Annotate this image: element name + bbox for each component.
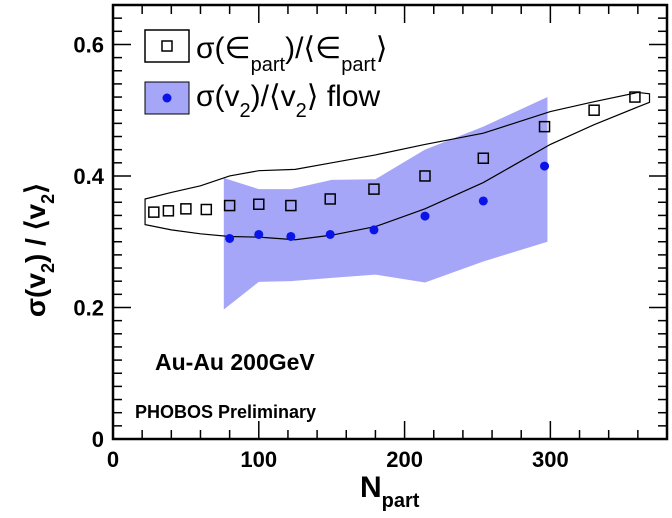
- bands-layer: [144, 91, 651, 310]
- annotation-experiment: PHOBOS Preliminary: [135, 402, 316, 422]
- point-open-square: [285, 199, 297, 212]
- point-flow: [369, 225, 379, 235]
- y-tick-label: 0.6: [73, 32, 104, 57]
- x-axis-title: Npart: [360, 471, 420, 512]
- point-open-square: [180, 203, 192, 215]
- point-open-square: [538, 120, 551, 133]
- ticks-layer: 0 100 200 300 0 0.2 0.4 0.6: [73, 5, 667, 472]
- point-flow: [225, 233, 235, 243]
- y-tick-label: 0.2: [73, 295, 104, 320]
- y-tick-label: 0: [92, 427, 104, 452]
- point-open-square: [629, 91, 641, 103]
- point-flow: [540, 161, 550, 171]
- flow-band: [223, 97, 548, 310]
- legend-label-flow: σ(v2)/⟨v2⟩ flow: [196, 80, 381, 122]
- y-tick-label: 0.4: [73, 164, 104, 189]
- legend-flow-marker: [162, 93, 172, 103]
- point-open-square: [223, 199, 236, 212]
- point-flow: [286, 231, 296, 241]
- legend: σ(∈part)/⟨∈part⟩ σ(v2)/⟨v2⟩ flow: [144, 29, 387, 122]
- point-open-square: [419, 170, 431, 182]
- point-flow: [478, 196, 488, 206]
- x-tick-label: 300: [532, 447, 569, 472]
- point-open-square: [368, 183, 380, 195]
- point-flow: [254, 229, 264, 239]
- legend-open-square-marker: [161, 40, 173, 52]
- x-tick-label: 100: [240, 447, 277, 472]
- point-open-square: [588, 104, 600, 116]
- point-open-square: [253, 198, 265, 210]
- legend-symbol-open-square: [144, 29, 190, 63]
- point-open-square: [200, 203, 213, 216]
- marks-layer: [148, 91, 641, 243]
- point-flow: [420, 211, 430, 221]
- x-tick-label: 0: [107, 447, 119, 472]
- plot-frame: [111, 3, 669, 441]
- point-open-square: [162, 205, 175, 217]
- point-open-square: [324, 193, 336, 205]
- y-axis-title: σ(v2) / ⟨v2⟩: [20, 183, 58, 317]
- eccentricity-band: [144, 91, 651, 241]
- legend-label-epsilon: σ(∈part)/⟨∈part⟩: [196, 32, 387, 76]
- point-flow: [325, 229, 335, 239]
- x-tick-label: 200: [386, 447, 423, 472]
- annotation-collision-system: Au-Au 200GeV: [155, 349, 315, 375]
- point-open-square: [477, 152, 490, 164]
- point-open-square: [148, 206, 160, 218]
